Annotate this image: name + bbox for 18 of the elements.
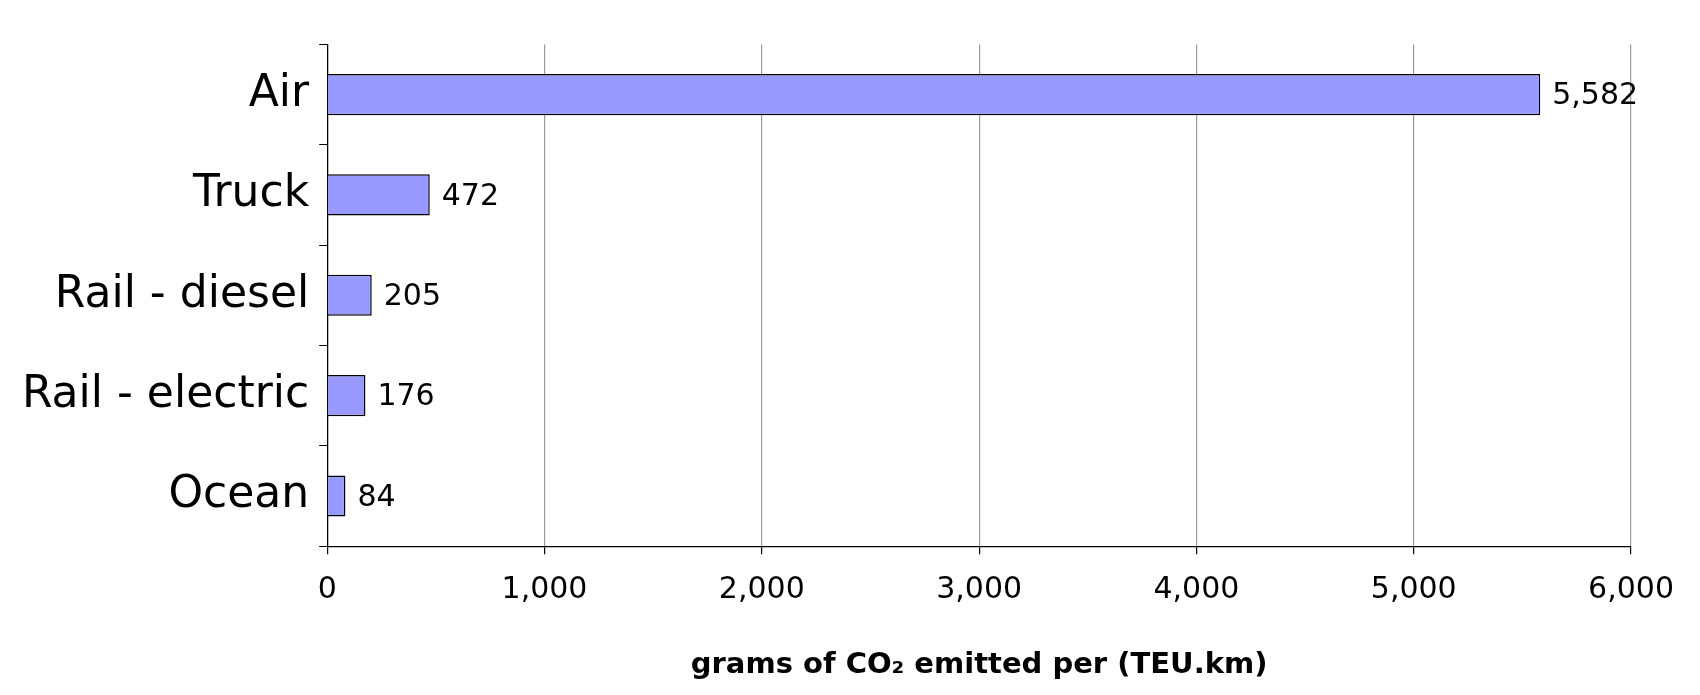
- data-label: 84: [357, 477, 396, 513]
- y-tick-label: Rail - diesel: [54, 265, 310, 317]
- x-tick-label: 2,000: [718, 570, 805, 605]
- data-label: 205: [383, 277, 441, 313]
- y-tick-label: Ocean: [168, 466, 310, 518]
- x-tick-label: 0: [317, 570, 337, 605]
- x-tick-label: 4,000: [1153, 570, 1240, 605]
- data-label: 5,582: [1552, 76, 1639, 112]
- x-tick-label: 3,000: [936, 570, 1023, 605]
- x-tick-label: 5,000: [1370, 570, 1457, 605]
- data-label: 176: [377, 377, 435, 413]
- y-tick-label: Truck: [192, 165, 310, 217]
- y-tick-label: Rail - electric: [21, 366, 310, 418]
- x-axis-title: grams of CO₂ emitted per (TEU.km): [690, 646, 1268, 681]
- x-tick-label: 6,000: [1588, 570, 1674, 605]
- y-tick-label: Air: [248, 65, 311, 117]
- data-label: 472: [441, 176, 500, 212]
- x-tick-label: 1,000: [501, 570, 588, 605]
